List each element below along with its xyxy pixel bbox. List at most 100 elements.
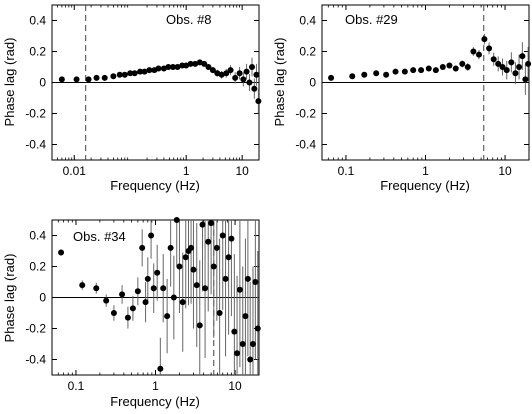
data-point: [210, 263, 217, 270]
data-point: [499, 64, 506, 70]
data-point: [79, 282, 86, 289]
data-point: [255, 98, 262, 105]
data-point: [139, 244, 146, 251]
data-point: [176, 263, 183, 270]
data-point: [137, 68, 144, 75]
y-tick-label: 0: [309, 76, 316, 90]
data-point: [508, 59, 515, 66]
data-point: [361, 71, 368, 78]
x-tick-label: 1: [152, 379, 159, 393]
y-axis-label: Phase lag (rad): [2, 38, 17, 127]
data-point: [225, 254, 232, 261]
data-point: [202, 285, 209, 292]
data-point: [199, 221, 206, 228]
data-point: [154, 269, 161, 276]
data-point: [144, 275, 151, 282]
data-point: [155, 65, 162, 72]
data-point: [218, 71, 225, 78]
data-point: [110, 310, 117, 316]
data-point: [373, 70, 380, 77]
data-point: [246, 79, 253, 86]
y-tick-label: -0.4: [25, 353, 46, 367]
data-point: [131, 70, 138, 77]
data-point: [174, 64, 181, 70]
data-point: [242, 313, 249, 320]
data-point: [73, 76, 80, 83]
data-point: [165, 64, 172, 70]
data-point: [110, 73, 117, 80]
data-point: [383, 71, 390, 78]
data-point: [160, 285, 167, 292]
data-point: [410, 67, 417, 74]
data-point: [173, 217, 180, 223]
data-point: [182, 254, 189, 261]
x-tick-label: 10: [228, 379, 242, 393]
panel-annotation: Obs. #8: [166, 12, 212, 27]
data-point: [169, 64, 176, 70]
data-point: [247, 356, 254, 363]
x-axis-label: Frequency (Hz): [110, 394, 200, 409]
data-point: [232, 74, 239, 81]
data-point: [142, 299, 149, 306]
data-point: [495, 60, 502, 67]
data-point: [205, 64, 212, 70]
data-point: [439, 64, 446, 70]
y-tick-label: -0.2: [25, 322, 46, 336]
data-point: [116, 71, 123, 78]
data-point: [252, 279, 259, 285]
y-tick-label: 0.4: [299, 14, 316, 28]
data-point: [121, 71, 128, 78]
data-point: [522, 76, 529, 83]
x-tick-label: 0.1: [68, 379, 85, 393]
data-point: [148, 232, 155, 239]
x-axis-label: Frequency (Hz): [110, 178, 200, 193]
data-point: [93, 74, 100, 81]
data-point: [464, 64, 471, 70]
x-tick-label: 10: [235, 164, 249, 178]
data-point: [516, 64, 523, 70]
x-axis-label: Frequency (Hz): [380, 178, 470, 193]
data-point: [425, 65, 432, 72]
data-point: [167, 244, 174, 251]
x-tick-label: 0.1: [338, 164, 355, 178]
panel-obs-29: Obs. #29 Frequency (Hz) Phase lag (rad) …: [272, 4, 532, 193]
data-point: [490, 56, 497, 63]
y-tick-label: 0: [39, 291, 46, 305]
y-tick-label: -0.2: [25, 107, 46, 121]
data-point: [93, 285, 100, 292]
data-point: [251, 85, 258, 92]
x-tick-label: 0.01: [63, 164, 87, 178]
y-tick-label: -0.4: [25, 138, 46, 152]
y-tick-label: 0.2: [29, 260, 46, 274]
data-point: [213, 244, 220, 251]
y-axis-label: Phase lag (rad): [2, 254, 17, 343]
data-point: [253, 71, 260, 78]
data-point: [328, 74, 335, 81]
x-tick-label: 1: [422, 164, 429, 178]
data-point: [190, 266, 197, 273]
data-point: [239, 341, 246, 347]
data-point: [519, 53, 526, 60]
y-tick-label: -0.4: [295, 138, 316, 152]
data-point: [470, 48, 477, 55]
panel-obs-8: Obs. #8 Frequency (Hz) Phase lag (rad) 0…: [2, 4, 262, 193]
data-point: [452, 65, 459, 72]
data-point: [157, 365, 164, 372]
x-tick-label: 10: [498, 164, 512, 178]
data-point: [249, 341, 256, 347]
data-point: [432, 67, 439, 74]
data-point: [134, 288, 141, 295]
data-point: [179, 299, 186, 306]
data-point: [141, 68, 148, 75]
data-point: [85, 76, 92, 83]
data-point: [512, 70, 519, 77]
data-point: [503, 67, 510, 74]
panel-annotation: Obs. #34: [73, 229, 126, 244]
data-point: [119, 291, 126, 298]
data-point: [243, 68, 250, 75]
panel-obs-34: Obs. #34 Frequency (Hz) Phase lag (rad) …: [2, 217, 261, 409]
y-tick-label: 0.4: [29, 229, 46, 243]
data-point: [150, 285, 157, 292]
data-point: [193, 282, 200, 289]
